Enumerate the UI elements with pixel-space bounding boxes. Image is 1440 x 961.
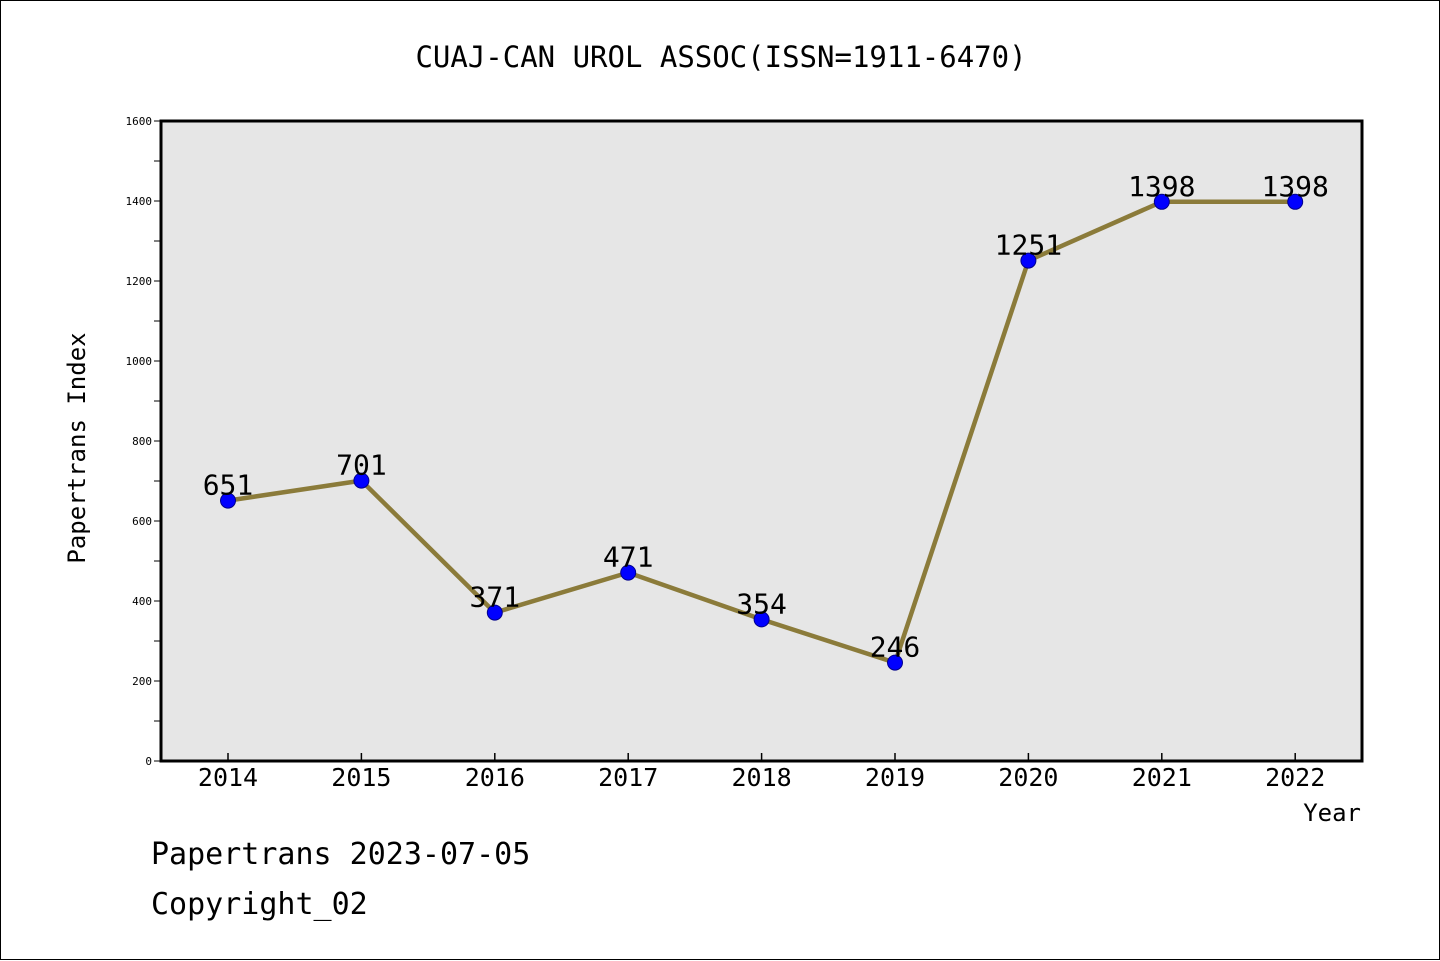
x-tick-label: 2020 — [998, 763, 1058, 792]
data-label-2021: 1398 — [1128, 170, 1195, 203]
y-tick-label: 800 — [132, 435, 152, 448]
data-label-2020: 1251 — [995, 229, 1062, 262]
data-point-2014 — [220, 492, 236, 509]
x-axis-label: Year — [1303, 799, 1361, 827]
data-label-2018: 354 — [736, 587, 787, 620]
x-tick-label: 2021 — [1132, 763, 1192, 792]
y-tick-label: 1400 — [126, 195, 153, 208]
x-tick-label: 2018 — [731, 763, 791, 792]
x-tick-label: 2017 — [598, 763, 658, 792]
y-tick-label: 0 — [145, 755, 152, 768]
x-tick-label: 2015 — [331, 763, 391, 792]
data-points — [220, 193, 1304, 671]
data-label-2017: 471 — [603, 541, 654, 574]
data-point-2018 — [753, 611, 770, 628]
footer-date-text: Papertrans 2023-07-05 — [151, 837, 530, 872]
data-label-2022: 1398 — [1261, 170, 1328, 203]
data-point-2016 — [486, 604, 503, 621]
data-point-2019 — [887, 654, 903, 671]
data-label-2014: 651 — [203, 469, 254, 502]
x-tick-label: 2016 — [465, 763, 525, 792]
y-axis: 0 200 400 600 800 1000 1200 1400 1600 — [126, 115, 161, 768]
chart-title: CUAJ-CAN UROL ASSOC(ISSN=1911-6470) — [415, 40, 1026, 74]
y-tick-label: 200 — [132, 675, 152, 688]
data-point-2020 — [1020, 252, 1037, 269]
x-tick-label: 2022 — [1265, 763, 1325, 792]
data-point-2015 — [353, 472, 370, 489]
data-label-2016: 371 — [470, 581, 521, 614]
data-point-2017 — [620, 564, 637, 581]
y-tick-label: 1200 — [126, 275, 153, 288]
data-point-2021 — [1153, 193, 1170, 210]
y-tick-label: 1000 — [126, 355, 153, 368]
y-tick-label: 400 — [132, 595, 152, 608]
x-tick-label: 2019 — [865, 763, 925, 792]
x-tick-label: 2014 — [198, 763, 258, 792]
data-label-2019: 246 — [870, 631, 921, 664]
x-axis: 2014 2015 2016 2017 2018 2019 2020 2021 2022 — [198, 753, 1325, 792]
y-tick-label: 1600 — [126, 115, 153, 128]
data-point-2022 — [1287, 193, 1304, 210]
y-axis-label: Papertrans Index — [63, 332, 91, 563]
data-labels: 651 701 371 471 354 246 1251 1398 1398 — [203, 170, 1329, 664]
y-tick-label: 600 — [132, 515, 152, 528]
footer-copyright-text: Copyright_02 — [151, 887, 368, 922]
data-label-2015: 701 — [336, 449, 387, 482]
plot-area — [159, 119, 1364, 763]
